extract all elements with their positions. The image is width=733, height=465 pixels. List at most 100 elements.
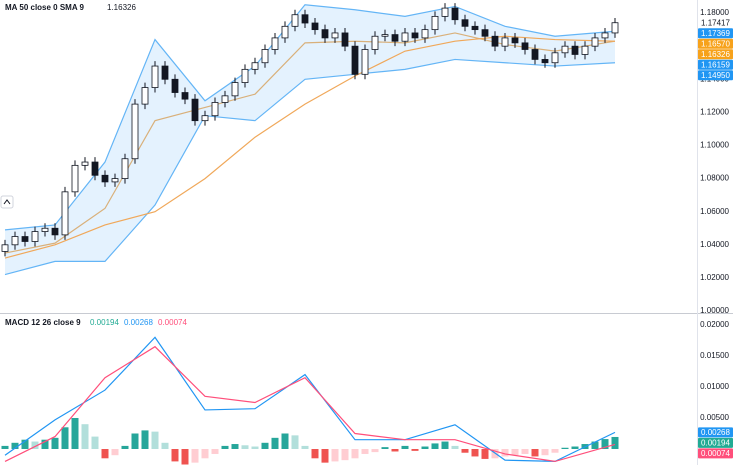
histogram-bar (31, 441, 39, 450)
overlay-line (4, 4, 616, 231)
candle-body (461, 19, 469, 27)
candle-body (281, 25, 289, 39)
y-tick-label: 1.18000 (700, 8, 729, 17)
price-tag (698, 38, 733, 49)
candle-body (361, 49, 369, 75)
y-tick-label: 1.10000 (700, 141, 729, 150)
histogram-bar (441, 441, 449, 450)
candle-body (251, 62, 259, 70)
candle-body (471, 25, 479, 31)
price-tag-label: 1.14950 (701, 71, 730, 80)
histogram-bar (411, 449, 419, 451)
price-tag-label: 0.00074 (701, 449, 730, 458)
histogram-bar (401, 445, 409, 450)
price-tag-label: 1.16326 (701, 50, 730, 59)
histogram-bar (601, 439, 609, 450)
candle-body (511, 37, 519, 44)
candle-body (321, 29, 329, 39)
histogram-bar (311, 449, 319, 459)
histogram-bar (41, 439, 49, 450)
candle-body (261, 49, 269, 64)
histogram-bar (191, 449, 199, 463)
histogram-bar (21, 439, 29, 450)
macd-line (4, 336, 616, 463)
price-tag (698, 28, 733, 39)
collapse-box[interactable] (0, 195, 14, 209)
histogram-bar (501, 449, 509, 457)
macd-legend: MACD 12 26 close 9 (5, 318, 81, 327)
candle-body (181, 92, 189, 100)
candle-body (171, 78, 179, 93)
histogram-bar (431, 443, 439, 450)
candle-body (571, 45, 579, 55)
histogram-bar (161, 442, 169, 450)
histogram-bar (51, 437, 59, 450)
candle-body (71, 164, 79, 193)
candle-body (81, 161, 89, 166)
histogram-bar (551, 449, 559, 453)
macd-legend-value: 0.00074 (158, 318, 187, 327)
candle-body (581, 45, 589, 55)
y-tick-label: 1.06000 (700, 207, 729, 216)
price-tag (698, 17, 733, 28)
candle-body (381, 34, 389, 37)
macd-line (4, 345, 616, 463)
price-tag-label: 0.00194 (701, 438, 730, 447)
histogram-bar (141, 430, 149, 450)
price-tag-label: 1.16570 (701, 39, 730, 48)
histogram-bar (291, 435, 299, 450)
price-tag (698, 59, 733, 70)
overlay-line (4, 58, 616, 276)
histogram-bar (521, 449, 529, 454)
histogram-bar (251, 446, 259, 450)
histogram-bar (331, 449, 339, 462)
y-tick-label: 1.02000 (700, 273, 729, 282)
histogram-bar (371, 449, 379, 453)
histogram-bar (451, 445, 459, 450)
candle-body (301, 14, 309, 24)
histogram-bar (171, 449, 179, 462)
price-tag-label: 1.17369 (701, 29, 730, 38)
y-tick-label: 1.00000 (700, 306, 729, 315)
price-tag (698, 448, 733, 459)
y-tick-label: 1.08000 (700, 174, 729, 183)
price-tag (698, 427, 733, 438)
candle-body (561, 45, 569, 54)
histogram-bar (611, 436, 619, 450)
histogram-bar (211, 449, 219, 454)
histogram-bar (71, 417, 79, 450)
collapse-button[interactable] (0, 195, 14, 209)
histogram-bar (111, 449, 119, 456)
candle-body (131, 103, 139, 160)
histogram-bar (181, 449, 189, 465)
candle-body (311, 22, 319, 31)
ma-legend: MA 50 close 0 SMA 9 (5, 3, 85, 12)
candle-body (21, 236, 29, 242)
histogram-bar (421, 446, 429, 450)
histogram-bar (1, 445, 9, 450)
candle-body (111, 178, 119, 183)
histogram-bar (481, 449, 489, 459)
candle-body (11, 236, 19, 246)
histogram-bar (61, 427, 69, 450)
candle-body (611, 22, 619, 34)
price-tag-label: 1.16159 (701, 60, 730, 69)
price-tag (698, 437, 733, 448)
candle-body (221, 95, 229, 103)
histogram-bar (201, 449, 209, 459)
histogram-bar (341, 449, 349, 461)
ma-legend-value: 1.16326 (107, 3, 136, 12)
histogram-bar (241, 445, 249, 450)
collapse-icon[interactable] (3, 199, 11, 205)
candle-body (41, 227, 49, 232)
candle-body (531, 49, 539, 60)
y-tick-label: 0.01000 (700, 382, 729, 391)
candle-body (551, 52, 559, 64)
histogram-bar (571, 446, 579, 450)
candle-body (211, 102, 219, 117)
histogram-bar (101, 449, 109, 459)
candle-body (141, 87, 149, 105)
histogram-bar (361, 449, 369, 454)
candle-body (491, 35, 499, 47)
